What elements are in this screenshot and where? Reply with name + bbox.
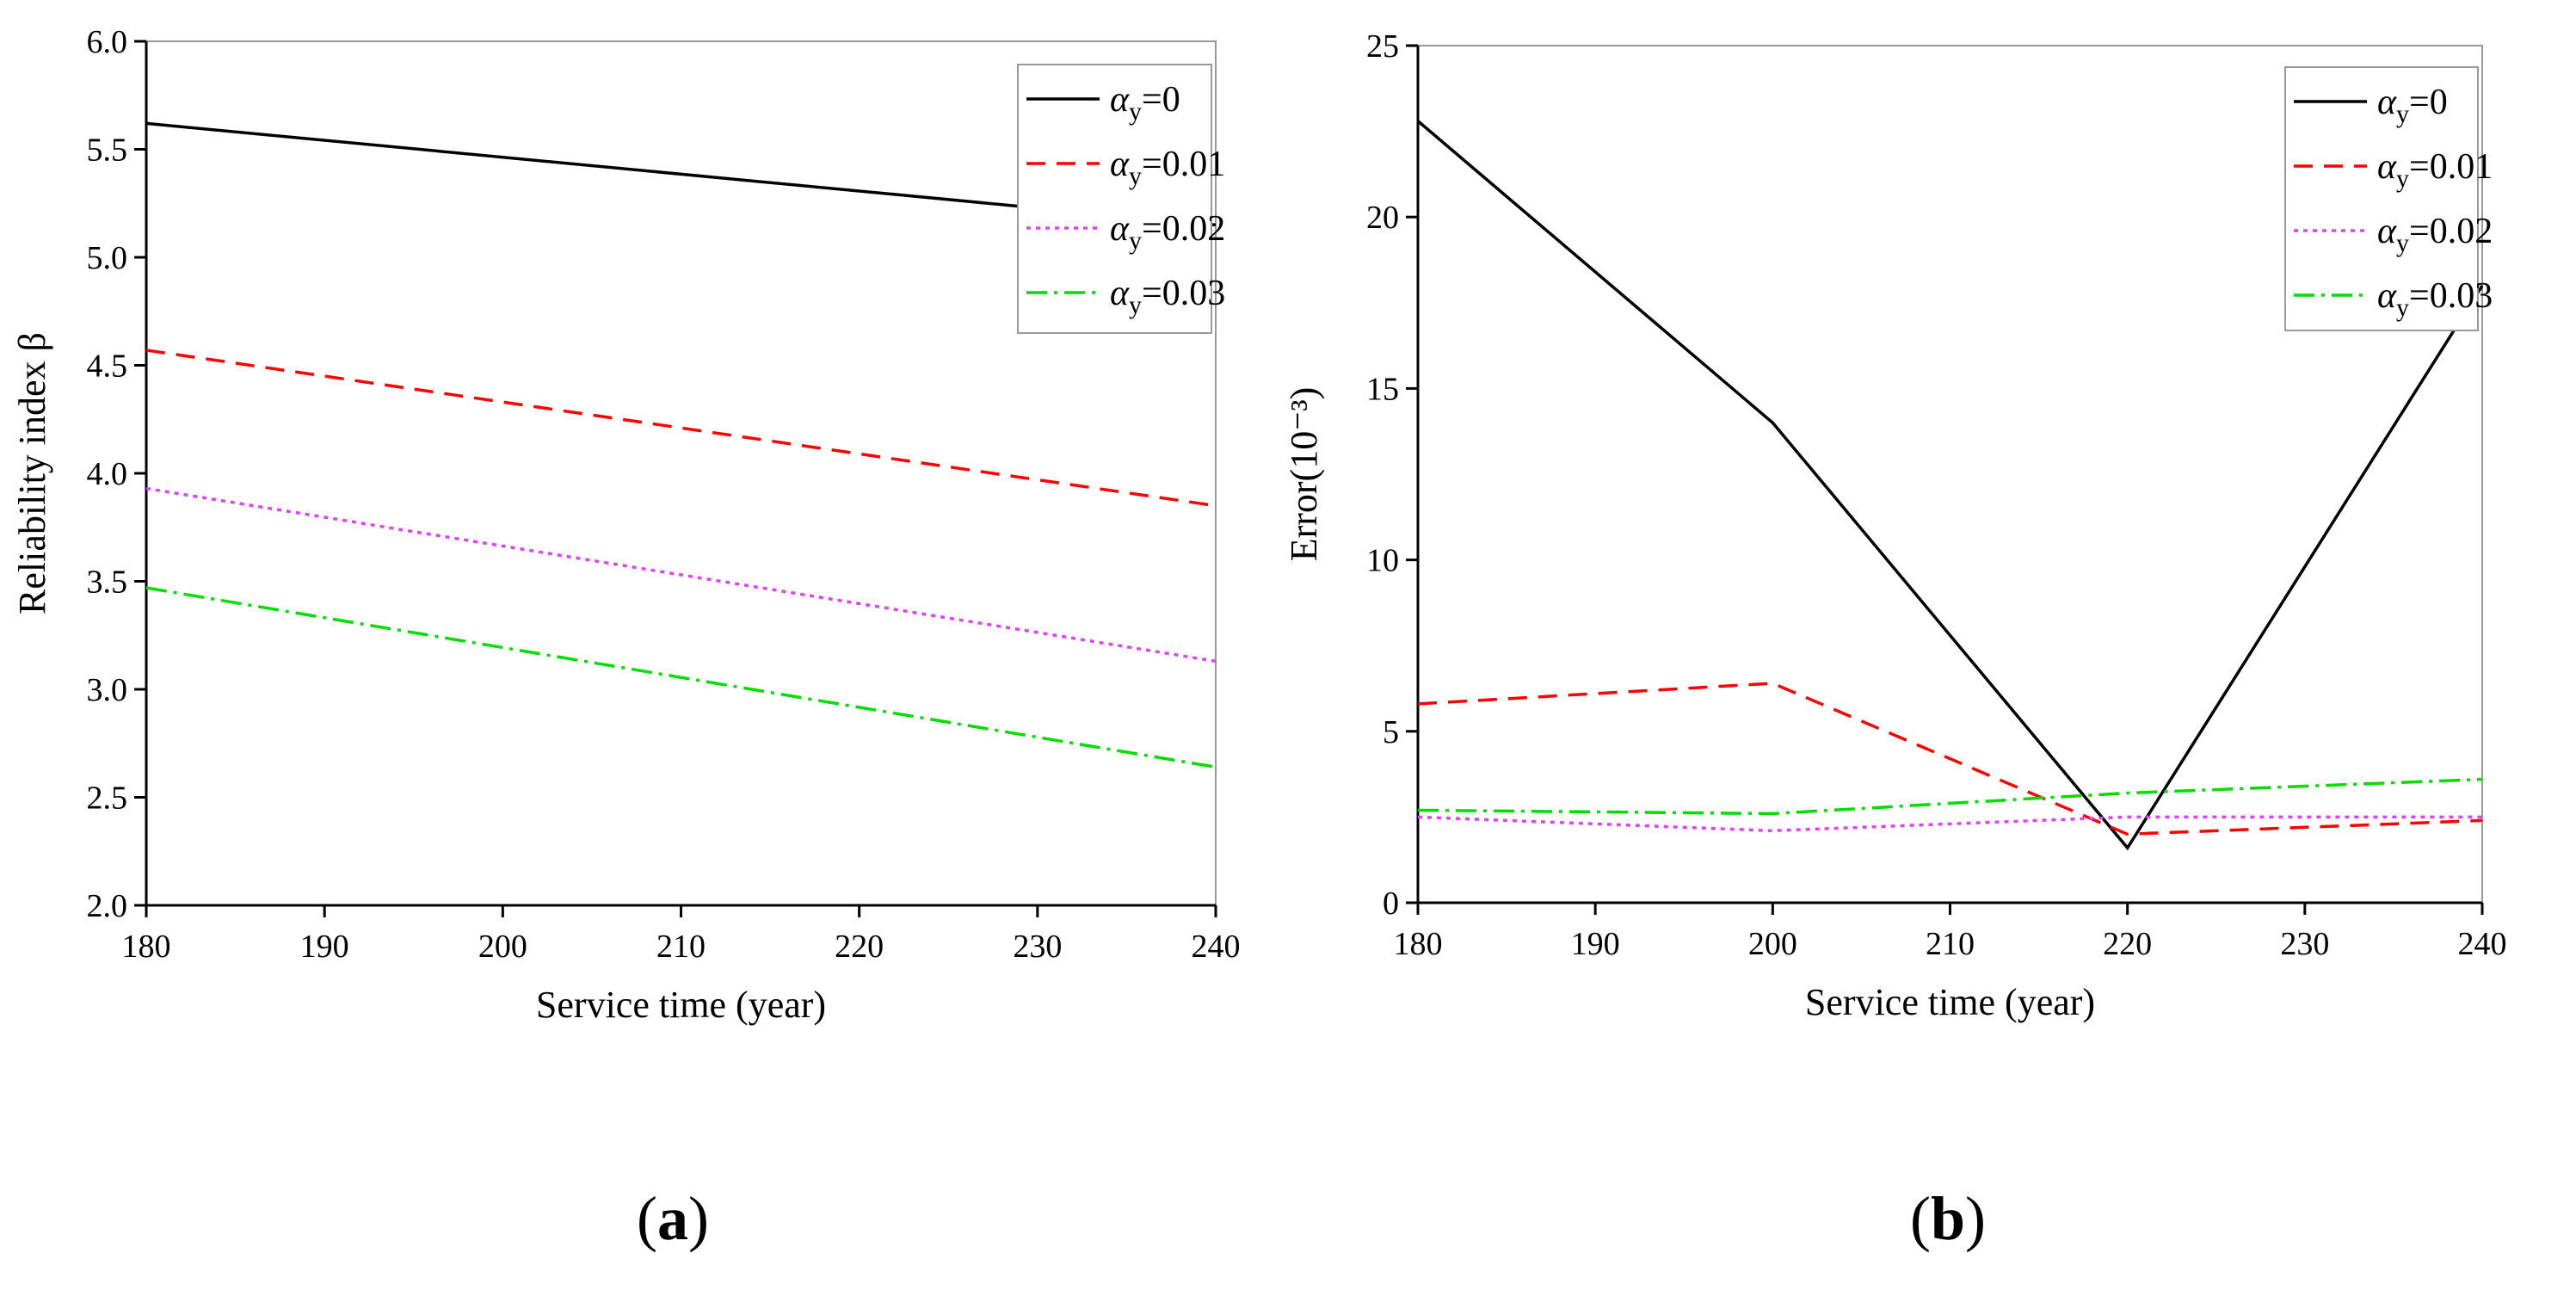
x-axis-label: Service time (year): [1805, 981, 2095, 1023]
series-line-1: [1417, 682, 2483, 836]
x-axis-label: Service time (year): [536, 984, 826, 1026]
x-tick-label: 210: [656, 929, 706, 965]
y-tick-label: 25: [1366, 28, 1399, 65]
series-line-2: [145, 486, 1217, 664]
legend-label-2: αy=0.02: [1110, 209, 1225, 255]
y-tick-label: 3.0: [87, 672, 128, 708]
x-tick-label: 230: [1013, 929, 1062, 965]
y-tick-label: 3.5: [87, 565, 128, 601]
panel-label-a: (a): [637, 1184, 709, 1253]
y-axis-label: Error(10⁻³): [1283, 387, 1325, 562]
y-tick-label: 10: [1366, 543, 1399, 579]
y-tick-label: 15: [1366, 371, 1399, 407]
legend: αy=0 αy=0.01 αy=0.02 αy=0.03: [1017, 64, 1225, 334]
y-tick-label: 5.5: [87, 133, 128, 169]
legend-label-1: αy=0.01: [1110, 145, 1225, 190]
x-tick-label: 200: [478, 929, 527, 965]
x-tick-label: 200: [1748, 926, 1797, 962]
x-tick-label: 180: [122, 929, 171, 965]
y-tick-label: 5: [1383, 714, 1399, 750]
x-tick-label: 240: [2458, 926, 2507, 962]
y-tick-label: 4.0: [87, 456, 128, 492]
legend-label-3: αy=0.03: [2377, 276, 2493, 322]
y-tick-label: 0: [1383, 886, 1399, 922]
y-tick-label: 6.0: [87, 24, 128, 60]
y-tick-label: 5.0: [87, 240, 128, 276]
legend-label-1: αy=0.01: [2377, 147, 2493, 193]
legend: αy=0 αy=0.01 αy=0.02 αy=0.03: [2284, 66, 2493, 331]
y-axis-label: Reliability index β: [11, 332, 53, 614]
x-tick-label: 210: [1926, 926, 1975, 962]
y-tick-label: 20: [1366, 200, 1399, 236]
x-tick-label: 230: [2280, 926, 2329, 962]
y-tick-label: 4.5: [87, 349, 128, 385]
x-tick-label: 220: [2103, 926, 2152, 962]
series-line-0: [1416, 120, 2484, 851]
x-tick-label: 190: [300, 929, 349, 965]
y-tick-label: 2.0: [87, 888, 128, 924]
series-line-3: [1417, 777, 2483, 816]
series-line-1: [145, 349, 1217, 508]
chart-panel-a: 180 190 200 210 220 230 240 2.0 2.5 3.0 3.5 4.0 4.5 5…: [11, 24, 1241, 1026]
series-line-2: [1417, 815, 2482, 833]
legend-box: [1017, 64, 1212, 334]
legend-label-0: αy=0: [1110, 80, 1180, 126]
series-line-3: [145, 586, 1217, 769]
x-tick-label: 180: [1394, 926, 1443, 962]
legend-box: [2284, 66, 2479, 331]
y-tick-label: 2.5: [87, 781, 128, 817]
x-tick-label: 220: [835, 929, 884, 965]
x-tick-label: 190: [1571, 926, 1620, 962]
panel-label-b: (b): [1910, 1184, 1987, 1253]
legend-label-0: αy=0: [2377, 83, 2448, 128]
legend-label-2: αy=0.02: [2377, 212, 2493, 257]
chart-panel-b: 180 190 200 210 220 230 240 0 5 10 15 20 25 Service t…: [1283, 28, 2507, 1023]
legend-label-3: αy=0.03: [1110, 274, 1225, 319]
x-tick-label: 240: [1192, 929, 1241, 965]
